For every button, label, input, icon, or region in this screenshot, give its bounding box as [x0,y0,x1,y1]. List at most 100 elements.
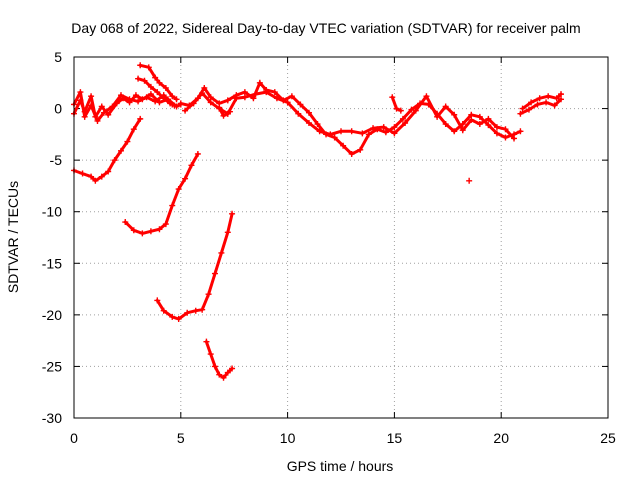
data-point-marker [348,150,355,157]
data-point-marker [229,210,236,217]
data-point-marker [525,106,532,113]
series-arc-right-b [519,91,565,112]
data-point-marker [442,103,449,110]
data-point-marker [201,84,208,91]
data-point-marker [192,307,199,314]
data-point-marker [402,120,409,127]
data-point-marker [207,94,214,101]
data-point-marker [241,94,248,101]
data-point-marker [423,93,430,100]
data-point-marker [305,109,312,116]
data-point-marker [558,96,565,103]
data-point-marker [327,131,334,138]
data-point-marker [105,168,112,175]
grid-lines [74,57,608,418]
data-point-marker [348,128,355,135]
x-tick-label: 15 [387,430,403,446]
data-point-marker [130,227,137,234]
data-point-marker [175,315,182,322]
data-point-marker [169,202,176,209]
data-point-marker [162,84,169,91]
data-point-marker [476,121,483,128]
data-point-marker [211,363,218,370]
data-point-marker [288,93,295,100]
data-point-marker [220,374,227,381]
data-point-marker [122,219,129,226]
data-point-marker [391,130,398,137]
data-point-marker [224,369,231,376]
data-point-marker [468,116,475,123]
data-point-marker [389,94,396,101]
data-point-marker [382,129,389,136]
series-arc-right [517,96,565,117]
data-point-marker [519,105,526,112]
data-point-marker [98,173,105,180]
data-point-marker [534,101,541,108]
series-arc-drop [216,104,233,119]
data-point-marker [391,124,398,131]
data-point-marker [81,113,88,120]
data-point-marker [536,95,543,102]
data-point-marker [156,99,163,106]
data-point-marker [98,103,105,110]
data-point-marker [184,309,191,316]
data-point-marker [468,111,475,118]
data-point-marker [451,128,458,135]
data-point-marker [92,177,99,184]
data-point-marker [132,92,139,99]
data-point-marker [100,109,107,116]
data-point-marker [220,112,227,119]
data-point-marker [156,226,163,233]
data-point-marker [528,99,535,106]
data-point-marker [88,173,95,180]
data-point-marker [545,93,552,100]
data-point-marker [408,106,415,113]
data-point-marker [380,124,387,131]
data-point-marker [88,93,95,100]
data-point-marker [226,108,233,115]
y-tick-label: 0 [54,101,62,117]
data-point-marker [203,338,210,345]
data-point-marker [553,95,560,102]
data-point-marker [160,95,167,102]
data-point-marker [199,90,206,97]
x-tick-label: 10 [280,430,296,446]
data-point-marker [145,64,152,71]
data-point-marker [502,126,509,133]
data-point-marker [207,99,214,106]
data-point-marker [173,96,180,103]
data-point-marker [182,175,189,182]
data-point-marker [130,126,137,133]
data-point-marker [135,75,142,82]
data-point-marker [365,131,372,138]
data-point-marker [476,113,483,120]
data-point-marker [485,122,492,129]
data-point-marker [199,306,206,313]
x-tick-label: 25 [600,430,616,446]
data-point-marker [137,115,144,122]
data-point-marker [357,146,364,153]
data-point-marker [263,89,270,96]
data-point-marker [154,297,161,304]
data-point-marker [160,307,167,314]
data-point-marker [233,95,240,102]
series-arc-hump-b [135,75,178,109]
data-point-marker [359,130,366,137]
data-point-marker [143,94,150,101]
data-point-marker [224,97,231,104]
data-point-marker [314,121,321,128]
series-line [179,81,522,156]
data-point-marker [434,113,441,120]
series-isolated [466,177,473,184]
data-point-marker [152,98,159,105]
data-point-marker [171,102,178,109]
data-point-marker [451,111,458,118]
data-point-marker [466,177,473,184]
data-point-marker [211,270,218,277]
data-point-marker [177,100,184,107]
data-point-marker [117,92,124,99]
data-point-marker [493,124,500,131]
data-point-marker [77,89,84,96]
